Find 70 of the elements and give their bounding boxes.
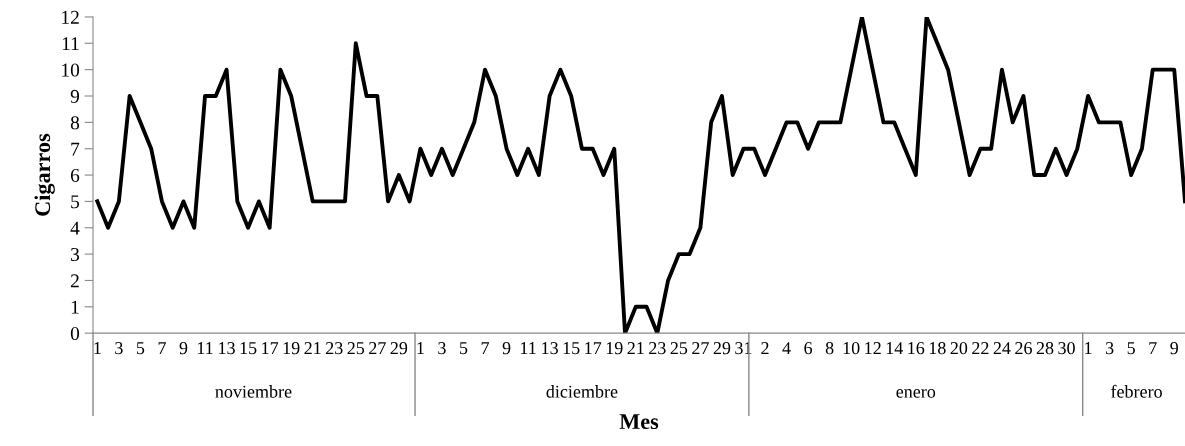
x-tick-label: 7 [481,342,490,355]
x-tick-label: 29 [390,342,408,355]
x-tick-label: 29 [713,342,731,355]
x-tick-label: 21 [304,342,321,355]
x-tick-label: 1 [417,342,424,355]
x-tick-label: 17 [262,342,279,355]
x-tick-label: 3 [1105,342,1114,355]
x-tick-label: 6 [804,342,813,355]
y-tick-label: 2 [70,274,79,288]
text: febrero [1111,384,1162,398]
x-tick-label: 15 [240,342,257,355]
x-tick-label: 13 [219,342,235,355]
x-tick-label: 1 [94,342,101,355]
x-tick-label: 22 [972,342,989,355]
y-tick-label: 6 [70,168,80,182]
x-tick-label: 25 [347,342,365,355]
x-tick-label: 27 [369,342,386,355]
y-tick-label: 11 [62,37,79,51]
x-tick-label: 11 [197,342,213,355]
text: enero [896,389,936,398]
x-tick-label: 5 [136,342,145,355]
x-tick-label: 12 [865,342,881,355]
y-tick-label: 3 [71,247,80,262]
x-tick-label: 9 [179,342,188,355]
text: diciembre [546,385,618,398]
x-tick-label: 3 [438,342,446,355]
x-tick-label: 19 [283,342,300,355]
x-tick-label: 25 [670,342,688,355]
text: noviembre [215,385,292,398]
x-tick-label: 20 [950,342,968,355]
x-tick-label: 17 [585,342,602,355]
y-tick-label: 1 [71,300,79,314]
x-tick-label: 23 [649,342,666,355]
x-tick-label: 9 [502,342,511,355]
y-axis-title: Cigarros [34,133,55,216]
x-tick-label: 11 [520,342,536,355]
x-tick-label: 23 [326,342,343,355]
y-tick-label: 9 [70,89,80,103]
x-tick-label: 2 [761,342,769,355]
x-tick-label: 24 [993,342,1011,355]
x-axis-title: Mes [619,414,659,430]
x-tick-label: 28 [1036,342,1054,355]
x-tick-label: 15 [563,342,580,355]
y-tick-label: 0 [70,326,80,341]
x-tick-label: 7 [1149,342,1157,355]
x-tick-label: 18 [929,342,946,355]
x-tick-label: 26 [1015,342,1032,355]
x-tick-label: 30 [1058,342,1075,355]
x-tick-label: 13 [542,342,558,355]
x-tick-label: 4 [782,342,791,355]
y-tick-label: 7 [71,142,80,156]
x-tick-label: 16 [908,342,925,355]
x-tick-label: 3 [115,342,123,355]
y-tick-label: 10 [62,63,80,77]
y-tick-label: 12 [62,10,79,24]
x-tick-label: 31 [735,342,752,355]
x-tick-label: 10 [843,342,860,355]
y-tick-label: 4 [70,221,80,235]
x-tick-label: 8 [825,342,834,355]
x-tick-label: 27 [692,342,709,355]
x-tick-label: 21 [627,342,644,355]
x-tick-label: 5 [1127,342,1135,355]
x-tick-label: 7 [158,342,166,355]
x-tick-label: 5 [460,342,468,355]
x-tick-label: 9 [1170,342,1179,355]
x-tick-label: 19 [606,342,623,355]
y-tick-label: 8 [70,116,80,130]
x-tick-label: 1 [1085,342,1092,355]
x-tick-label: 14 [886,342,903,355]
y-tick-label: 5 [71,195,80,209]
